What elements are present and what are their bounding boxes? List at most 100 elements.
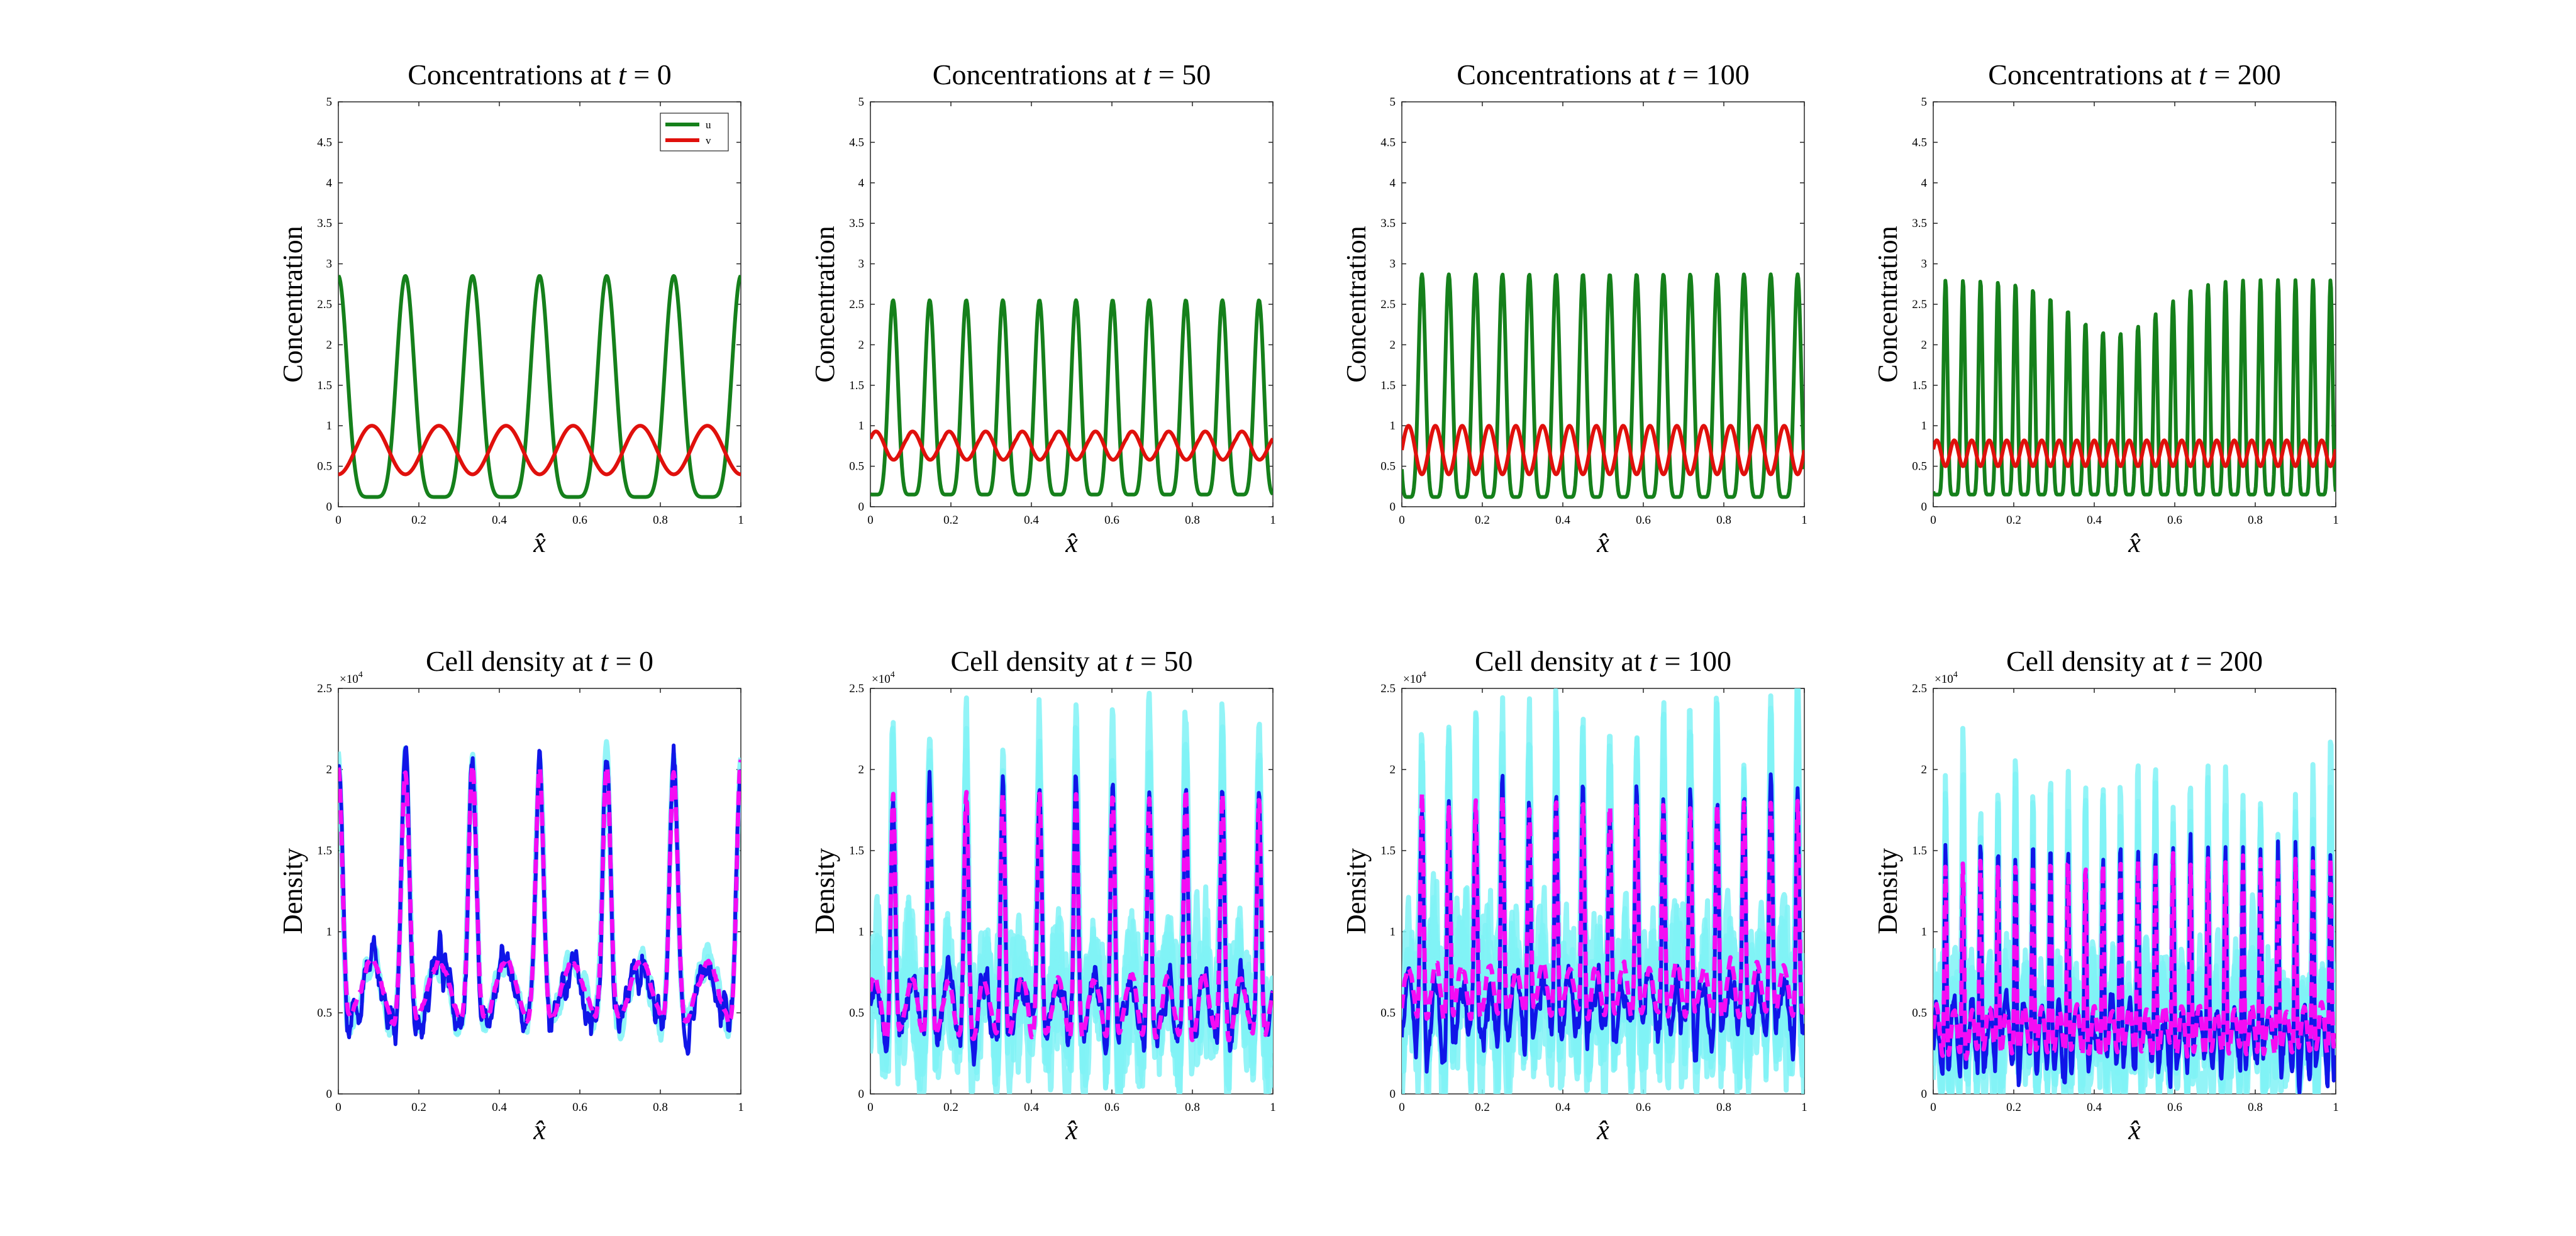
x-tick-label: 0.8 <box>1716 1101 1731 1114</box>
y-tick-label: 1 <box>1390 419 1396 433</box>
series-v-line <box>1933 438 2336 468</box>
y-tick-label: 2.5 <box>1912 298 1927 311</box>
y-tick-label: 0 <box>1921 1088 1928 1101</box>
x-tick-label: 0.4 <box>2087 1101 2102 1114</box>
x-tick-label: 0.2 <box>943 514 958 527</box>
legend: uv <box>660 113 729 152</box>
y-tick-label: 0.5 <box>849 460 864 473</box>
series-mean-line <box>338 743 741 1056</box>
x-tick-label: 0.4 <box>1024 514 1039 527</box>
y-exponent-label: ×104 <box>872 670 895 686</box>
x-tick-label: 1 <box>738 1101 744 1114</box>
y-axis-label: Density <box>809 848 840 934</box>
x-tick-label: 0.6 <box>572 514 587 527</box>
chart-title: Cell density at t = 50 <box>951 645 1193 677</box>
series-pde-line <box>1933 851 2336 1061</box>
series-v-line <box>870 429 1273 462</box>
y-tick-label: 5 <box>858 96 865 109</box>
chart-title: Cell density at t = 100 <box>1475 645 1731 677</box>
x-tick-label: 0.8 <box>2248 1101 2263 1114</box>
y-axis-label: Density <box>277 848 308 934</box>
y-tick-label: 2.5 <box>1912 682 1927 695</box>
x-tick-label: 0.6 <box>1104 1101 1119 1114</box>
y-tick-label: 1.5 <box>849 379 864 392</box>
y-tick-label: 4.5 <box>849 136 864 149</box>
y-tick-label: 4 <box>1390 177 1396 190</box>
y-tick-label: 1.5 <box>1912 379 1927 392</box>
x-tick-label: 0.8 <box>1185 1101 1200 1114</box>
x-tick-label: 0.2 <box>411 514 426 527</box>
y-tick-label: 0 <box>1390 500 1396 514</box>
x-tick-label: 0.2 <box>2006 1101 2021 1114</box>
y-tick-label: 5 <box>1921 96 1928 109</box>
chart-title: Concentrations at t = 100 <box>1457 58 1749 91</box>
y-tick-label: 1 <box>1921 925 1928 939</box>
x-tick-label: 1 <box>1801 1101 1807 1114</box>
y-tick-label: 2.5 <box>317 682 332 695</box>
x-axis-label: x̂ <box>1065 527 1078 558</box>
y-tick-label: 3.5 <box>849 217 864 230</box>
x-tick-label: 0 <box>335 1101 341 1114</box>
y-tick-label: 2.5 <box>849 682 864 695</box>
y-tick-label: 1 <box>1921 419 1928 433</box>
y-tick-label: 4.5 <box>1380 136 1396 149</box>
y-tick-label: 1 <box>326 925 333 939</box>
y-tick-label: 2 <box>1390 338 1396 351</box>
y-tick-label: 0.5 <box>317 1007 332 1020</box>
x-tick-label: 0.4 <box>1024 1101 1039 1114</box>
series-mean-line <box>870 770 1273 1067</box>
y-tick-label: 1.5 <box>1912 844 1927 858</box>
y-tick-label: 2 <box>326 338 333 351</box>
x-tick-label: 0.4 <box>1555 514 1570 527</box>
y-tick-label: 1.5 <box>1380 379 1396 392</box>
y-tick-label: 2 <box>858 338 865 351</box>
x-tick-label: 0 <box>335 514 341 527</box>
y-axis-label: Concentration <box>1341 226 1372 382</box>
chart-title: Concentrations at t = 0 <box>408 58 671 91</box>
x-tick-label: 1 <box>1270 514 1276 527</box>
y-tick-label: 3 <box>858 258 865 271</box>
x-tick-label: 0.8 <box>2248 514 2263 527</box>
x-tick-label: 0.4 <box>1555 1101 1570 1114</box>
y-tick-label: 2 <box>1390 763 1396 776</box>
x-tick-label: 0.2 <box>1475 514 1490 527</box>
legend-label-v: v <box>706 135 711 146</box>
x-tick-label: 0.2 <box>1475 1101 1490 1114</box>
y-tick-label: 0 <box>326 1088 333 1101</box>
x-tick-label: 0 <box>1930 514 1936 527</box>
y-tick-label: 2.5 <box>1380 298 1396 311</box>
x-tick-label: 0 <box>867 1101 874 1114</box>
x-tick-label: 0 <box>1399 1101 1405 1114</box>
y-axis-label: Density <box>1341 848 1372 934</box>
y-tick-label: 0 <box>1390 1088 1396 1101</box>
y-axis-label: Density <box>1872 848 1903 934</box>
x-tick-label: 0.4 <box>492 1101 507 1114</box>
x-tick-label: 1 <box>1270 1101 1276 1114</box>
y-tick-label: 2 <box>858 763 865 776</box>
series-u-line <box>870 298 1273 497</box>
y-exponent-label: ×104 <box>340 670 363 686</box>
x-axis-label: x̂ <box>2128 1115 2141 1145</box>
x-tick-label: 1 <box>1801 514 1807 527</box>
x-tick-label: 0.8 <box>1716 514 1731 527</box>
y-tick-label: 1.5 <box>317 844 332 858</box>
density-panel-t200: 0 0.2 0.4 0.6 0.8 1 0 0.5 1 1.5 2 2.5 ×104 Cell densi… <box>1872 645 2339 1145</box>
y-tick-label: 1 <box>1390 925 1396 939</box>
x-tick-label: 0.8 <box>653 1101 668 1114</box>
y-tick-label: 3.5 <box>1380 217 1396 230</box>
chart-title: Cell density at t = 200 <box>2006 645 2263 677</box>
x-axis-label: x̂ <box>533 1115 546 1145</box>
y-tick-label: 0 <box>858 1088 865 1101</box>
y-tick-label: 0 <box>858 500 865 514</box>
x-tick-label: 1 <box>2333 1101 2339 1114</box>
chart-title: Cell density at t = 0 <box>426 645 653 677</box>
x-tick-label: 0.6 <box>1636 514 1651 527</box>
concentration-panel-t200: 0 0.2 0.4 0.6 0.8 1 0 0.5 1 1.5 2 2.5 3 3.5 4 4.5 5 Conce… <box>1872 58 2339 558</box>
x-axis-label: x̂ <box>1596 1115 1609 1145</box>
y-axis-label: Concentration <box>809 226 840 382</box>
x-tick-label: 0.2 <box>2006 514 2021 527</box>
y-tick-label: 0.5 <box>849 1007 864 1020</box>
y-tick-label: 5 <box>326 96 333 109</box>
x-tick-label: 0.2 <box>943 1101 958 1114</box>
y-tick-label: 0.5 <box>1380 1007 1396 1020</box>
